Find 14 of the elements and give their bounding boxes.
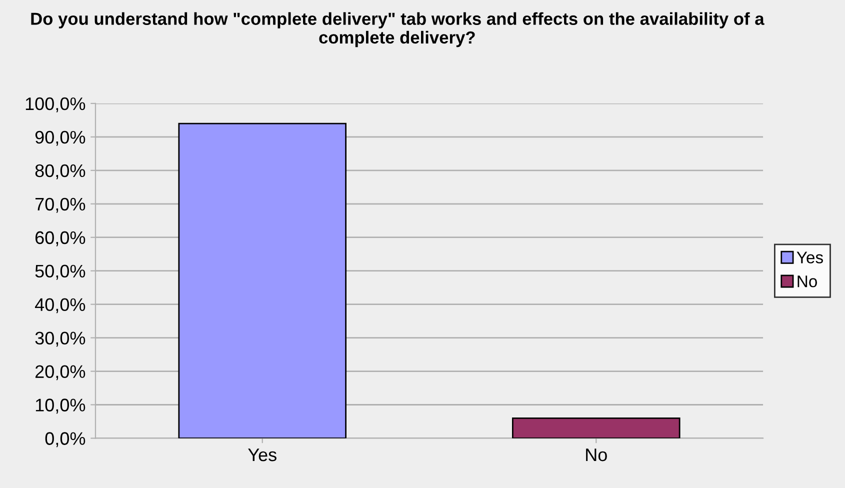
y-tick-label: 60,0% — [35, 231, 86, 246]
y-tick-label: 20,0% — [35, 365, 86, 380]
y-tick-label: 40,0% — [34, 298, 86, 314]
y-tick-label: 70,0% — [35, 198, 86, 213]
y-tick-label: 50,0% — [35, 264, 86, 280]
chart-title: Do you understand how "complete delivery" tab works and effects on the availability of a complete delivery? — [31, 12, 764, 48]
y-tick-label: 10,0% — [36, 398, 86, 414]
y-tick-label: 90,0% — [35, 130, 86, 146]
y-tick-label: 0,0% — [45, 432, 86, 448]
legend-label: No — [798, 276, 817, 288]
y-tick-label: 80,0% — [35, 164, 86, 180]
y-tick-label: 30,0% — [35, 332, 86, 347]
legend-label: Yes — [796, 252, 823, 264]
y-tick-label: 100,0% — [26, 97, 86, 112]
